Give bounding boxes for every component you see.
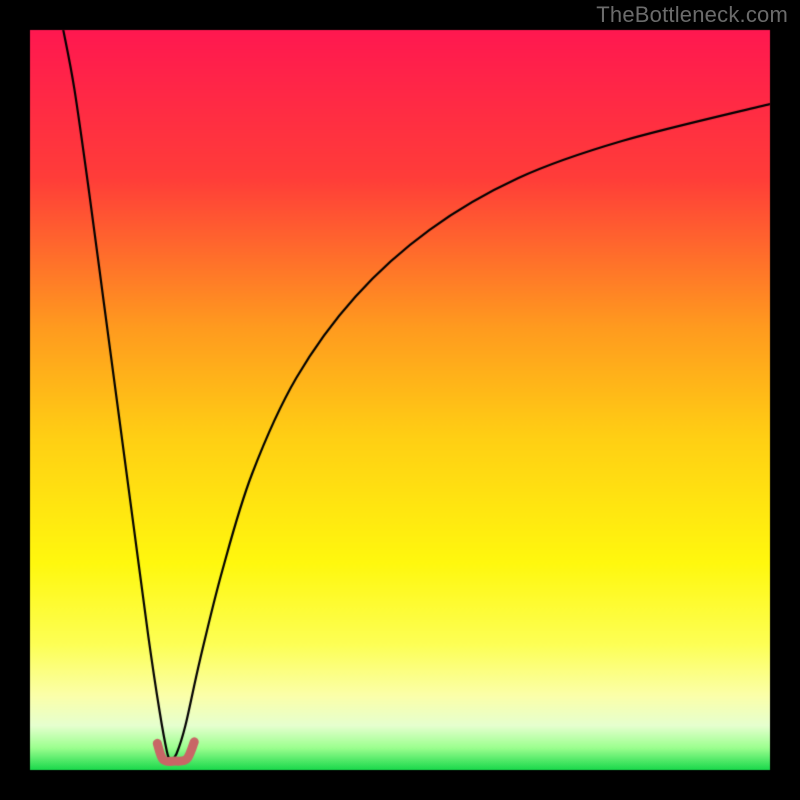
bottleneck-curve-layer xyxy=(0,0,800,800)
chart-container: TheBottleneck.com xyxy=(0,0,800,800)
watermark-text: TheBottleneck.com xyxy=(596,2,788,28)
